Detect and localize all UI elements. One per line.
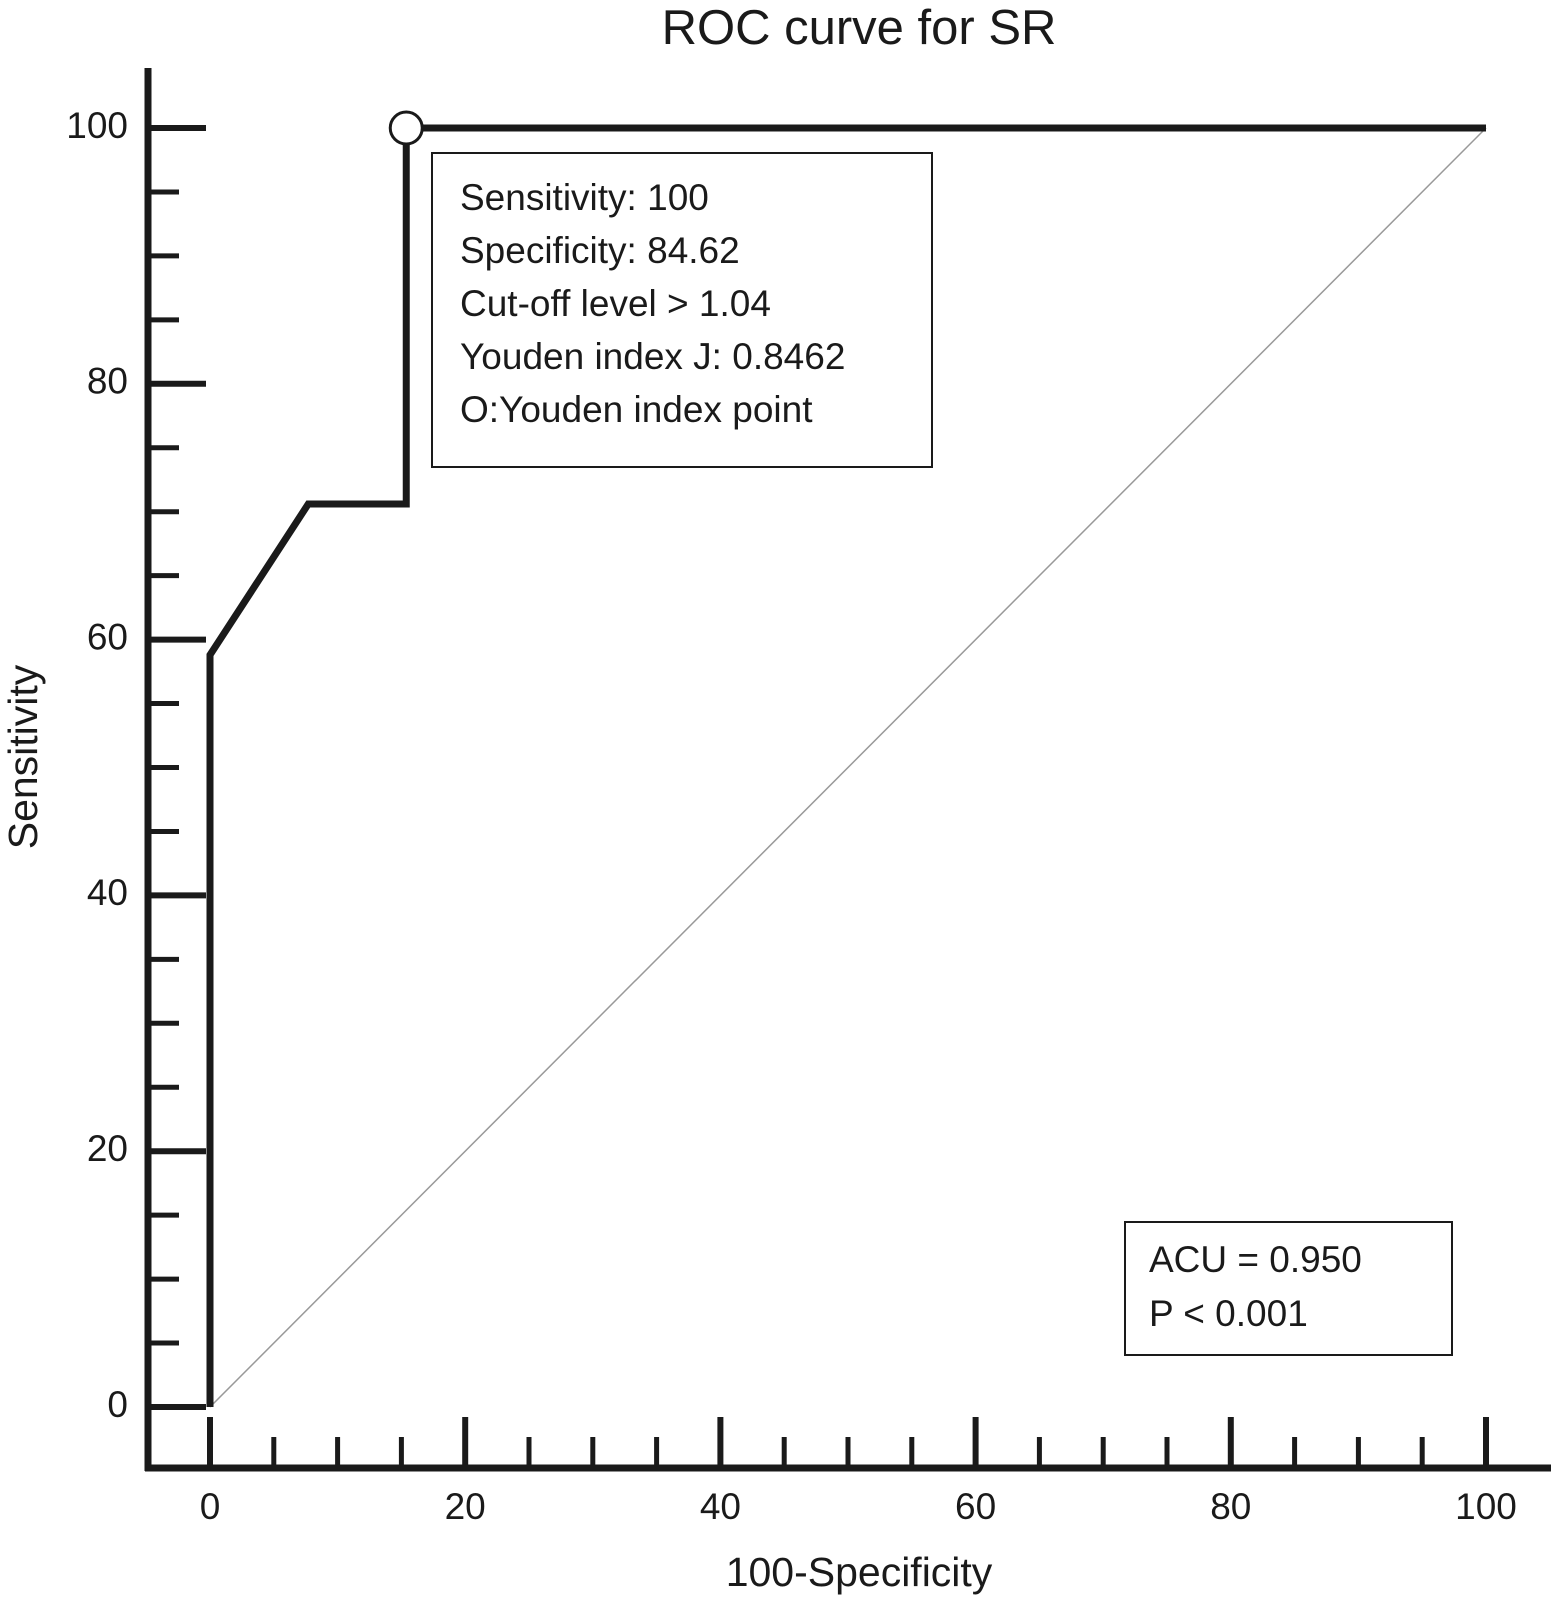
x-tick-label: 100	[1455, 1486, 1517, 1527]
x-tick-label: 0	[200, 1486, 221, 1527]
info-text: O:Youden index point	[460, 389, 813, 430]
roc-curve	[206, 124, 1486, 1407]
info-text: Specificity: 84.62	[460, 230, 740, 271]
info-text: Youden index J: 0.8462	[460, 336, 845, 377]
y-tick-label: 60	[87, 616, 128, 657]
stats-text: P < 0.001	[1149, 1293, 1308, 1334]
y-tick-label: 40	[87, 872, 128, 913]
x-axis-label: 100-Specificity	[726, 1549, 993, 1595]
info-text: Sensitivity: 100	[460, 177, 709, 218]
reference-line	[209, 127, 1487, 1408]
x-tick-label: 40	[700, 1486, 741, 1527]
stats-box	[1124, 1221, 1453, 1356]
y-tick-label: 100	[66, 105, 128, 146]
x-tick-label: 80	[1210, 1486, 1251, 1527]
stats-text: ACU = 0.950	[1149, 1239, 1362, 1280]
y-axis-label: Sensitivity	[0, 664, 46, 849]
chart-title: ROC curve for SR	[662, 1, 1057, 55]
x-tick-label: 60	[955, 1486, 996, 1527]
youden-point	[388, 110, 424, 146]
x-tick-label: 20	[445, 1486, 486, 1527]
y-tick-label: 20	[87, 1128, 128, 1169]
y-tick-label: 80	[87, 361, 128, 402]
info-text: Cut-off level > 1.04	[460, 283, 771, 324]
info-box	[431, 152, 933, 468]
y-tick-label: 0	[107, 1384, 128, 1425]
